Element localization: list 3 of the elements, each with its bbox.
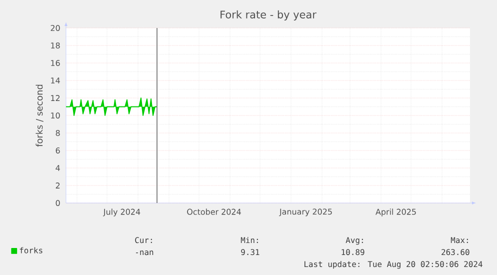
chart-title: Fork rate - by year [220, 10, 316, 20]
y-axis-title: forks / second [36, 84, 44, 147]
line-series [66, 98, 158, 116]
